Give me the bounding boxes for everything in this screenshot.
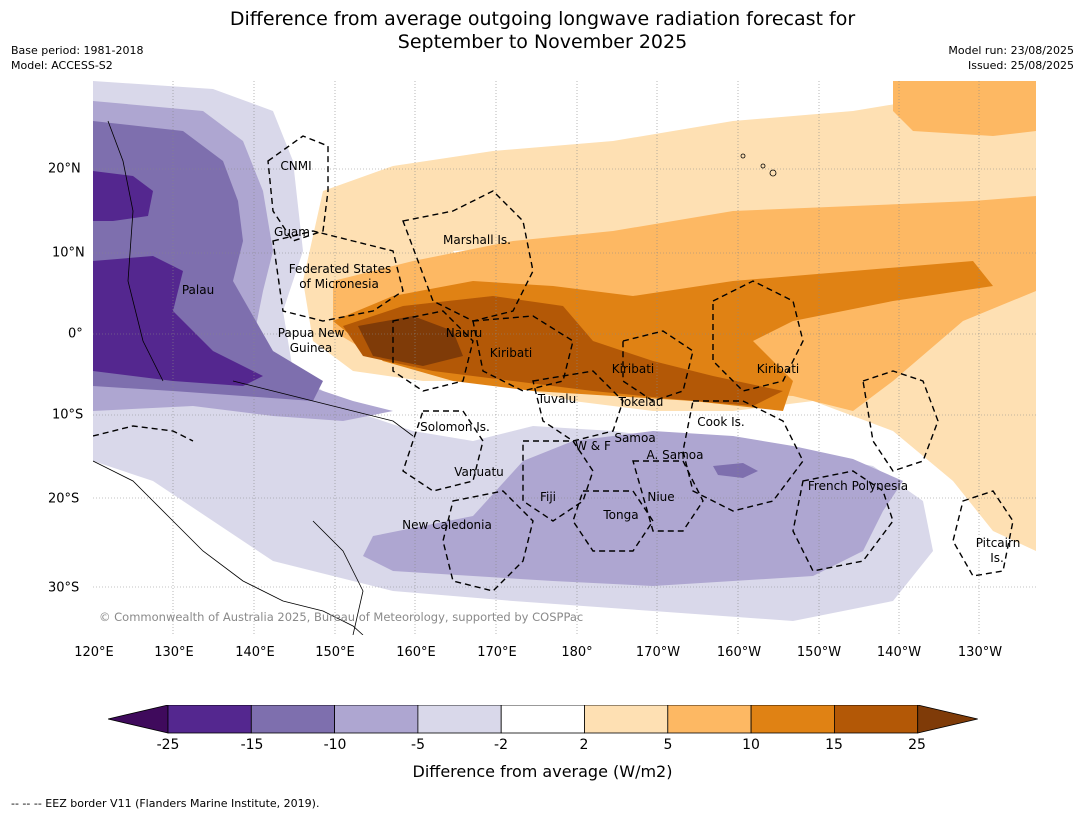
region-label-fsm-1: Federated States: [288, 262, 392, 276]
region-label-samoa: Samoa: [614, 431, 656, 445]
x-tick: 170°E: [477, 645, 517, 660]
colorbar-tick: 2: [579, 737, 589, 753]
region-label-guam: Guam: [274, 225, 310, 239]
region-label-marshall: Marshall Is.: [443, 233, 511, 247]
anomaly-band-minus15-west: [93, 171, 153, 221]
colorbar-tick: 15: [825, 737, 843, 753]
title-line-1: Difference from average outgoing longwav…: [229, 8, 856, 30]
region-label-new-caledonia: New Caledonia: [402, 518, 492, 532]
region-label-tokelau: Tokelau: [618, 395, 664, 409]
region-label-kiribati-east: Kiribati: [756, 362, 800, 376]
region-label-kiribati-west: Kiribati: [489, 346, 533, 360]
x-tick: 180°: [561, 645, 593, 660]
base-period: Base period: 1981-2018: [11, 44, 144, 57]
x-tick: 140°W: [876, 645, 922, 660]
issued-date: Issued: 25/08/2025: [967, 59, 1074, 72]
x-tick: 170°W: [635, 645, 681, 660]
colorbar-bin: [417, 705, 502, 734]
x-tick: 160°E: [396, 645, 436, 660]
region-label-pitcairn-1: Pitcairn: [975, 536, 1021, 550]
region-label-kiribati-central: Kiribati: [611, 362, 655, 376]
map-svg: [93, 81, 1036, 635]
region-label-png-2: Guinea: [289, 341, 333, 355]
colorbar-bin: [834, 705, 919, 734]
meta-right: Model run: 23/08/2025 Issued: 25/08/2025: [948, 43, 1074, 73]
region-label-solomon: Solomon Is.: [420, 420, 490, 434]
x-tick: 130°W: [957, 645, 1003, 660]
colorbar-bin: [584, 705, 669, 734]
anomaly-core-plus25: [358, 316, 463, 366]
x-tick: 130°E: [154, 645, 194, 660]
region-label-niue: Niue: [647, 490, 675, 504]
colorbar-tick: -15: [240, 737, 264, 753]
colorbar-tick: 25: [908, 737, 926, 753]
y-tick: 20°N: [48, 161, 81, 177]
region-label-nauru: Nauru: [445, 326, 483, 340]
colorbar-bin: [500, 705, 585, 734]
colorbar-bin: [334, 705, 419, 734]
colorbar: [108, 705, 978, 734]
colorbar-bin: [750, 705, 835, 734]
colorbar-tick: -25: [156, 737, 180, 753]
y-tick: 0°: [68, 326, 83, 342]
x-tick: 150°E: [315, 645, 355, 660]
anomaly-spot-minus10: [713, 463, 758, 478]
chart-title: Difference from average outgoing longwav…: [0, 8, 1085, 54]
region-label-tuvalu: Tuvalu: [537, 392, 577, 406]
colorbar-tick: 10: [742, 737, 760, 753]
colorbar-bin: [250, 705, 336, 734]
model-name: Model: ACCESS-S2: [11, 59, 113, 72]
colorbar-bin: [667, 705, 752, 734]
region-label-fsm-2: of Micronesia: [299, 277, 379, 291]
region-label-pitcairn-2: Is.: [990, 551, 1004, 565]
x-tick: 120°E: [74, 645, 114, 660]
map-area: [93, 81, 1036, 635]
region-label-png-1: Papua New: [277, 326, 345, 340]
region-label-palau: Palau: [181, 283, 215, 297]
colorbar-tick: 5: [663, 737, 673, 753]
region-label-fiji: Fiji: [539, 490, 557, 504]
region-label-tonga: Tonga: [603, 508, 639, 522]
colorbar-tick: -2: [494, 737, 508, 753]
colorbar-extend-low: [108, 705, 169, 734]
colorbar-tick: -10: [323, 737, 347, 753]
region-label-cook: Cook Is.: [697, 415, 745, 429]
y-tick: 10°N: [52, 245, 85, 261]
region-label-vanuatu: Vanuatu: [454, 465, 504, 479]
x-tick: 150°W: [796, 645, 842, 660]
anomaly-band-minus5-south: [363, 431, 903, 586]
copyright-notice: © Commonwealth of Australia 2025, Bureau…: [99, 610, 584, 624]
colorbar-title: Difference from average (W/m2): [412, 762, 673, 781]
region-label-wallis-futuna: W & F: [575, 439, 611, 453]
colorbar-tick: -5: [411, 737, 425, 753]
anomaly-band-plus15: [343, 296, 783, 406]
title-line-2: September to November 2025: [397, 31, 688, 53]
anomaly-band-plus5-ne: [893, 81, 1036, 136]
model-run: Model run: 23/08/2025: [948, 44, 1074, 57]
eez-borders: [93, 135, 1014, 592]
meta-left: Base period: 1981-2018 Model: ACCESS-S2: [11, 43, 143, 73]
region-label-cnmi: CNMI: [280, 159, 312, 173]
grid-lines: [93, 81, 1036, 635]
colorbar-extend-high: [917, 705, 978, 734]
y-tick: 20°S: [48, 491, 80, 507]
coastlines: [93, 120, 777, 635]
anomaly-band-minus15-west-2: [93, 256, 263, 386]
x-tick: 140°E: [235, 645, 275, 660]
y-tick: 30°S: [48, 580, 80, 596]
region-label-american-samoa: A. Samoa: [646, 448, 704, 462]
colorbar-bin: [167, 705, 252, 734]
y-tick: 10°S: [52, 407, 84, 423]
footer-legend: -- -- -- EEZ border V11 (Flanders Marine…: [11, 797, 320, 810]
region-label-french-polynesia: French Polynesia: [807, 479, 909, 493]
x-tick: 160°W: [716, 645, 762, 660]
